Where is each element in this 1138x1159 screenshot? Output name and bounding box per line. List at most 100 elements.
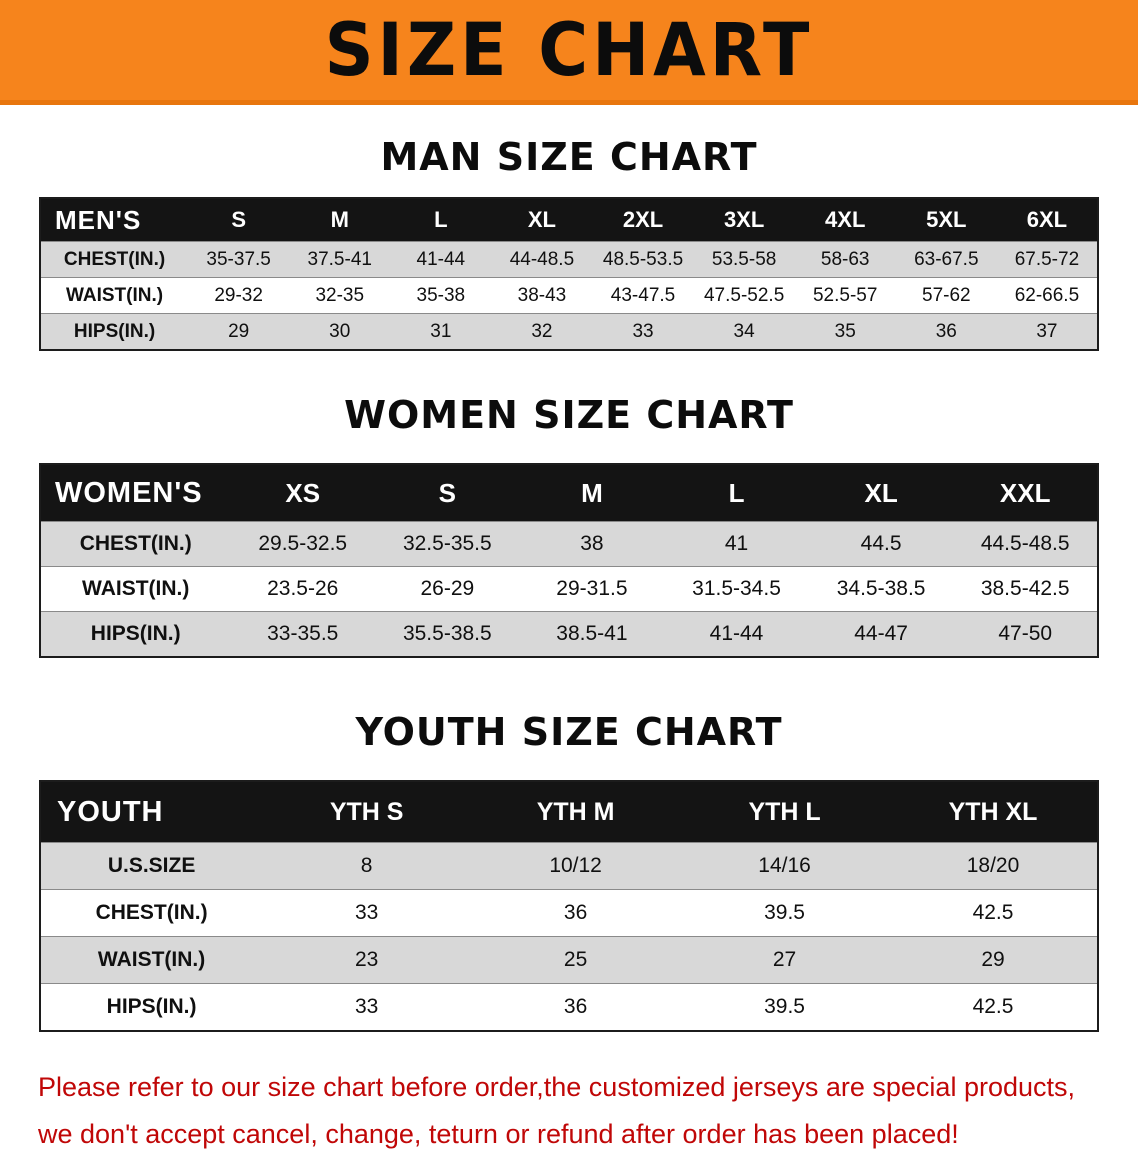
table-cell: 42.5 <box>889 889 1098 937</box>
table-cell: 38-43 <box>491 277 593 314</box>
table-cell: 63-67.5 <box>895 241 997 278</box>
table-corner-label: MEN'S <box>40 198 189 242</box>
table-cell: 53.5-58 <box>693 241 795 278</box>
table-cell: 44.5-48.5 <box>953 521 1098 567</box>
table-cell: 34 <box>693 313 795 350</box>
column-header: XL <box>491 198 593 242</box>
table-row: HIPS(IN.) 29 30 31 32 33 34 35 36 37 <box>40 313 1098 350</box>
column-header: YTH M <box>471 781 681 843</box>
men-size-section: MAN SIZE CHART MEN'S S M L XL 2XL 3XL 4X… <box>0 135 1138 351</box>
table-cell: 29.5-32.5 <box>230 521 376 567</box>
table-cell: 33-35.5 <box>230 611 376 657</box>
table-cell: 35 <box>794 313 896 350</box>
table-cell: 35.5-38.5 <box>375 611 520 657</box>
table-cell: 44.5 <box>808 521 954 567</box>
womens-header-row: WOMEN'S XS S M L XL XXL <box>40 464 1098 522</box>
table-cell: 33 <box>262 983 472 1031</box>
table-cell: 25 <box>471 936 681 984</box>
row-label: WAIST(IN.) <box>40 566 231 612</box>
women-size-section: WOMEN SIZE CHART WOMEN'S XS S M L XL XXL… <box>0 393 1138 658</box>
table-cell: 32 <box>491 313 593 350</box>
table-row: WAIST(IN.) 23 25 27 29 <box>40 936 1098 984</box>
table-cell: 58-63 <box>794 241 896 278</box>
disclaimer-line-1: Please refer to our size chart before or… <box>38 1072 1076 1102</box>
mens-size-table: MEN'S S M L XL 2XL 3XL 4XL 5XL 6XL CHEST… <box>39 197 1099 351</box>
youth-size-table: YOUTH YTH S YTH M YTH L YTH XL U.S.SIZE … <box>39 780 1099 1032</box>
table-cell: 38.5-41 <box>519 611 665 657</box>
table-cell: 29 <box>889 936 1098 984</box>
row-label: CHEST(IN.) <box>40 241 189 278</box>
column-header: 2XL <box>592 198 694 242</box>
table-cell: 30 <box>289 313 391 350</box>
table-cell: 31.5-34.5 <box>664 566 809 612</box>
table-cell: 36 <box>471 983 681 1031</box>
column-header: S <box>375 464 520 522</box>
table-cell: 10/12 <box>471 842 681 890</box>
column-header: L <box>390 198 492 242</box>
youth-size-section: YOUTH SIZE CHART YOUTH YTH S YTH M YTH L… <box>0 710 1138 1032</box>
table-cell: 32-35 <box>289 277 391 314</box>
page-title: SIZE CHART <box>324 7 814 93</box>
row-label: HIPS(IN.) <box>40 983 263 1031</box>
table-cell: 35-38 <box>390 277 492 314</box>
table-row: HIPS(IN.) 33 36 39.5 42.5 <box>40 983 1098 1031</box>
table-cell: 35-37.5 <box>188 241 290 278</box>
disclaimer-line-2: we don't accept cancel, change, teturn o… <box>38 1119 959 1150</box>
row-label: WAIST(IN.) <box>40 936 263 984</box>
table-cell: 41 <box>664 521 809 567</box>
table-cell: 34.5-38.5 <box>808 566 954 612</box>
table-row: CHEST(IN.) 35-37.5 37.5-41 41-44 44-48.5… <box>40 241 1098 278</box>
table-cell: 26-29 <box>375 566 520 612</box>
row-label: WAIST(IN.) <box>40 277 189 314</box>
table-row: WAIST(IN.) 29-32 32-35 35-38 38-43 43-47… <box>40 277 1098 314</box>
table-corner-label: YOUTH <box>40 781 263 843</box>
row-label: HIPS(IN.) <box>40 611 231 657</box>
table-cell: 37.5-41 <box>289 241 391 278</box>
table-cell: 33 <box>262 889 472 937</box>
column-header: 4XL <box>794 198 896 242</box>
column-header: YTH L <box>680 781 890 843</box>
table-cell: 57-62 <box>895 277 997 314</box>
table-row: U.S.SIZE 8 10/12 14/16 18/20 <box>40 842 1098 890</box>
column-header: 3XL <box>693 198 795 242</box>
table-cell: 33 <box>592 313 694 350</box>
table-row: CHEST(IN.) 33 36 39.5 42.5 <box>40 889 1098 937</box>
column-header: 5XL <box>895 198 997 242</box>
table-cell: 23 <box>262 936 472 984</box>
table-cell: 38 <box>519 521 665 567</box>
table-cell: 32.5-35.5 <box>375 521 520 567</box>
size-chart-banner: SIZE CHART <box>0 0 1138 105</box>
table-cell: 41-44 <box>390 241 492 278</box>
table-cell: 67.5-72 <box>996 241 1098 278</box>
table-cell: 8 <box>262 842 472 890</box>
column-header: XXL <box>953 464 1098 522</box>
table-cell: 29 <box>188 313 290 350</box>
table-cell: 31 <box>390 313 492 350</box>
column-header: XS <box>230 464 376 522</box>
table-row: CHEST(IN.) 29.5-32.5 32.5-35.5 38 41 44.… <box>40 521 1098 567</box>
column-header: M <box>289 198 391 242</box>
column-header: S <box>188 198 290 242</box>
table-cell: 39.5 <box>680 889 890 937</box>
table-cell: 52.5-57 <box>794 277 896 314</box>
table-cell: 14/16 <box>680 842 890 890</box>
table-cell: 42.5 <box>889 983 1098 1031</box>
table-cell: 62-66.5 <box>996 277 1098 314</box>
womens-size-table: WOMEN'S XS S M L XL XXL CHEST(IN.) 29.5-… <box>39 463 1099 658</box>
column-header: M <box>519 464 665 522</box>
column-header: L <box>664 464 809 522</box>
table-cell: 44-48.5 <box>491 241 593 278</box>
table-cell: 36 <box>471 889 681 937</box>
table-cell: 41-44 <box>664 611 809 657</box>
mens-header-row: MEN'S S M L XL 2XL 3XL 4XL 5XL 6XL <box>40 198 1098 242</box>
table-cell: 23.5-26 <box>230 566 376 612</box>
table-cell: 27 <box>680 936 890 984</box>
youth-header-row: YOUTH YTH S YTH M YTH L YTH XL <box>40 781 1098 843</box>
table-cell: 47.5-52.5 <box>693 277 795 314</box>
women-section-heading: WOMEN SIZE CHART <box>344 393 794 437</box>
youth-section-heading: YOUTH SIZE CHART <box>355 710 783 754</box>
table-cell: 44-47 <box>808 611 954 657</box>
table-cell: 36 <box>895 313 997 350</box>
column-header: 6XL <box>996 198 1098 242</box>
table-cell: 39.5 <box>680 983 890 1031</box>
